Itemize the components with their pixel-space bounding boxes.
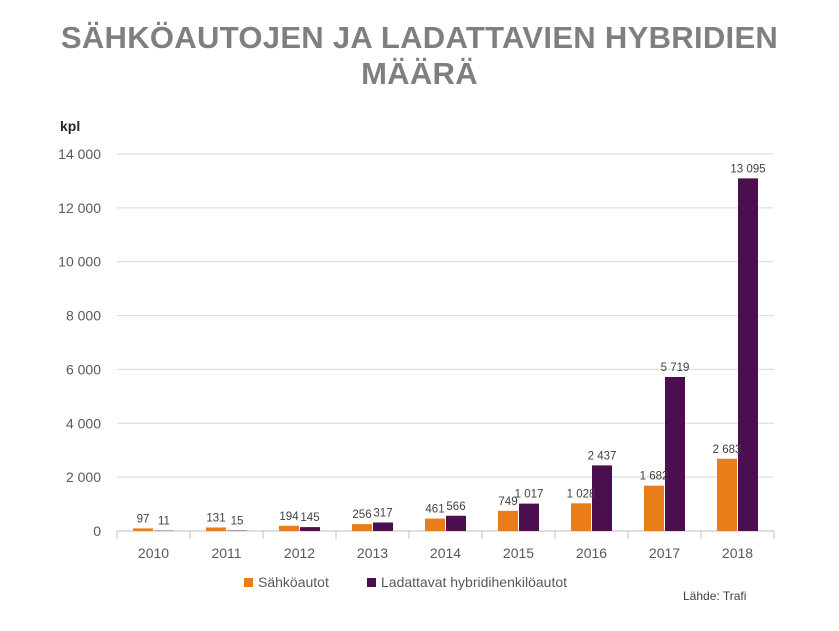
- data-label: 145: [300, 512, 319, 524]
- x-tick-label: 2018: [722, 545, 753, 561]
- data-label: 131: [206, 512, 225, 524]
- data-label: 1 028: [567, 488, 596, 500]
- bar-sahkoautot: [352, 524, 372, 531]
- legend-swatch-sahkoautot: [244, 578, 253, 587]
- bar-ladattavat-hybridit: [592, 465, 612, 531]
- x-tick-label: 2011: [211, 545, 241, 561]
- bar-ladattavat-hybridit: [665, 376, 685, 531]
- y-tick-label: 14 000: [58, 146, 101, 162]
- y-tick-label: 8 000: [66, 308, 101, 324]
- y-axis-label: kpl: [60, 118, 80, 134]
- bar-ladattavat-hybridit: [519, 503, 539, 531]
- bar-sahkoautot: [498, 510, 518, 531]
- bar-ladattavat-hybridit: [373, 522, 393, 531]
- data-label: 194: [279, 511, 299, 523]
- x-tick-label: 2012: [284, 545, 315, 561]
- legend-label-sahkoautot: Sähköautot: [258, 574, 329, 590]
- bar-sahkoautot: [279, 525, 299, 531]
- x-tick-label: 2017: [649, 545, 680, 561]
- bar-sahkoautot: [206, 527, 226, 531]
- data-label: 2 683: [713, 444, 742, 456]
- bar-sahkoautot: [425, 518, 445, 531]
- legend-label-ladattavat-hybridit: Ladattavat hybridihenkilöautot: [381, 574, 567, 590]
- y-tick-label: 6 000: [66, 361, 101, 377]
- data-label: 461: [425, 504, 444, 516]
- x-tick-label: 2014: [430, 545, 461, 561]
- data-label: 97: [137, 513, 150, 525]
- y-tick-label: 12 000: [58, 200, 101, 216]
- data-label: 5 719: [661, 362, 690, 374]
- bar-sahkoautot: [644, 485, 664, 531]
- data-label: 256: [352, 509, 371, 521]
- bar-ladattavat-hybridit: [446, 515, 466, 531]
- chart-title: SÄHKÖAUTOJEN JA LADATTAVIEN HYBRIDIEN MÄ…: [60, 20, 779, 91]
- legend-swatch-ladattavat-hybridit: [367, 578, 376, 587]
- x-tick-label: 2010: [138, 545, 169, 561]
- x-tick-label: 2016: [576, 545, 607, 561]
- bar-ladattavat-hybridit: [738, 178, 758, 531]
- y-tick-label: 2 000: [66, 469, 101, 485]
- bar-sahkoautot: [717, 458, 737, 531]
- data-label: 566: [446, 501, 465, 513]
- data-label: 317: [373, 507, 392, 519]
- bar-sahkoautot: [133, 528, 153, 531]
- data-label: 1 017: [515, 489, 544, 501]
- data-label: 749: [498, 496, 517, 508]
- bar-sahkoautot: [571, 503, 591, 531]
- source-note: Lähde: Trafi: [683, 589, 747, 603]
- y-tick-label: 4 000: [66, 415, 101, 431]
- x-tick-label: 2013: [357, 545, 388, 561]
- x-tick-label: 2015: [503, 545, 534, 561]
- data-label: 2 437: [588, 450, 617, 462]
- y-tick-label: 0: [93, 523, 101, 539]
- data-label: 15: [231, 516, 244, 528]
- data-label: 1 682: [640, 471, 669, 483]
- y-tick-label: 10 000: [58, 254, 101, 270]
- data-label: 13 095: [730, 163, 765, 175]
- data-label: 11: [158, 516, 170, 528]
- bar-ladattavat-hybridit: [300, 527, 320, 531]
